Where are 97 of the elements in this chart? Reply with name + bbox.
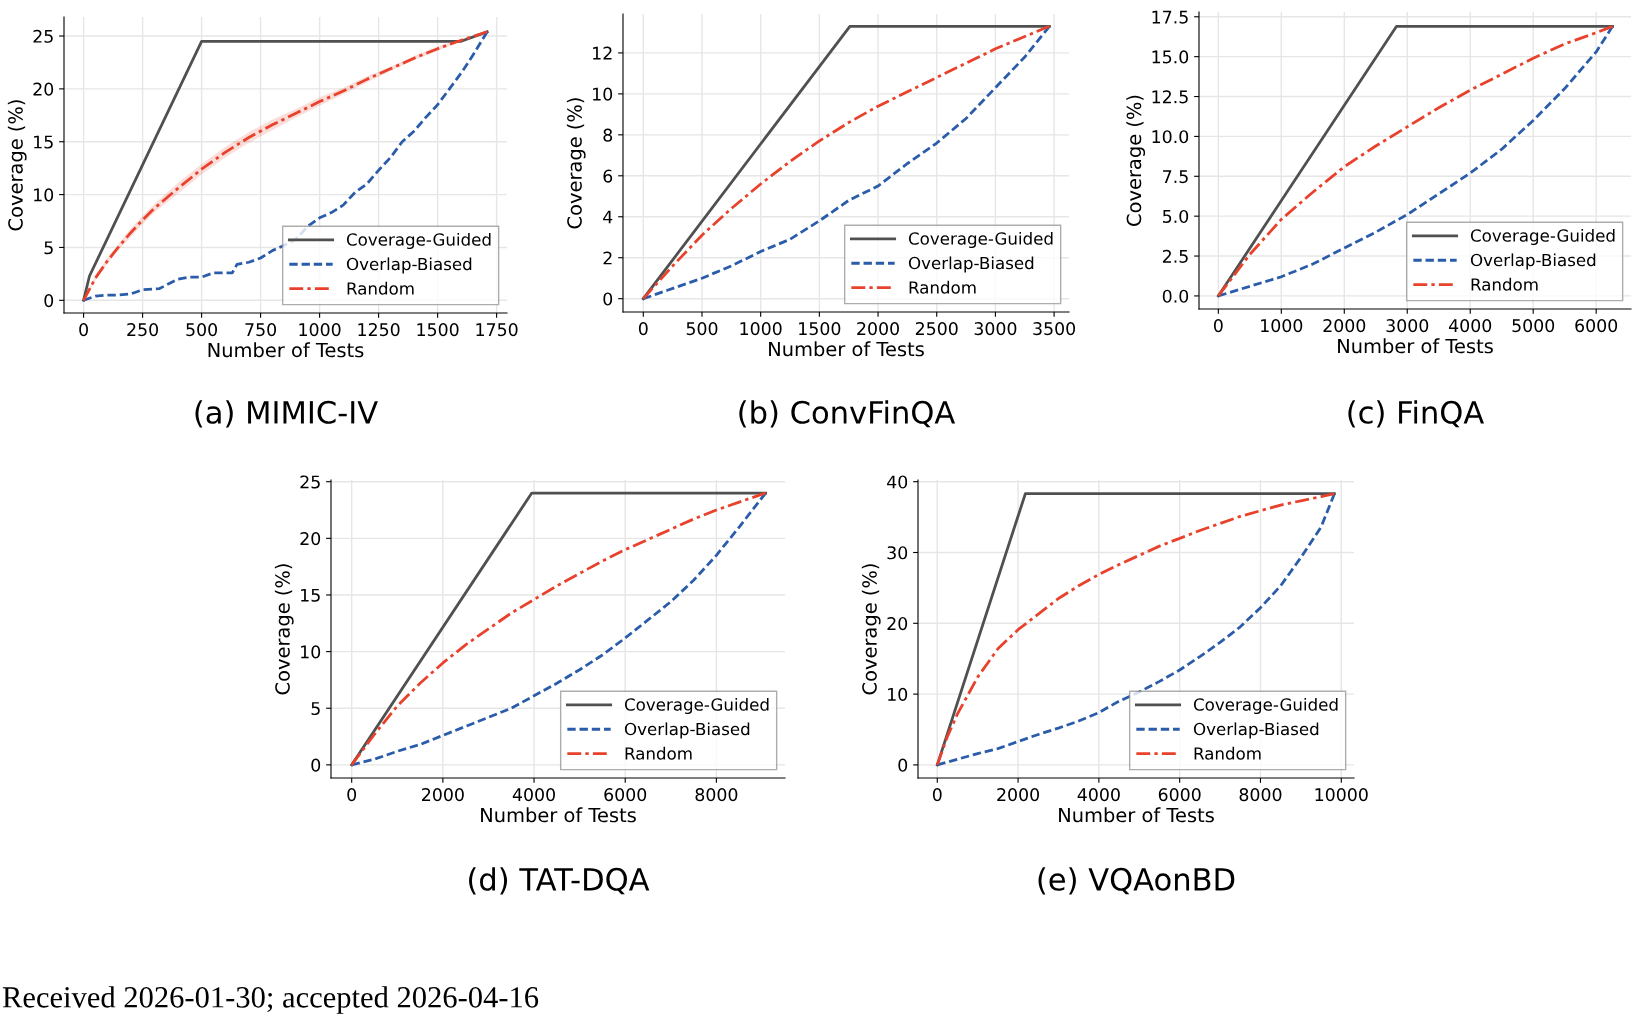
x-tick-label: 10000 xyxy=(1315,788,1368,802)
x-axis-title: Number of Tests xyxy=(208,342,364,358)
x-tick-label: 6000 xyxy=(1158,788,1201,802)
legend-label: Random xyxy=(909,280,976,294)
y-tick-label: 10 xyxy=(888,687,908,701)
x-tick-label: 1500 xyxy=(799,322,841,336)
x-tick-label: 6000 xyxy=(1575,319,1618,333)
y-tick-label: 4 xyxy=(603,210,613,224)
y-tick-label: 20 xyxy=(887,617,908,631)
x-tick-label: 1000 xyxy=(299,323,341,337)
y-tick-label: 5 xyxy=(311,702,320,716)
text: (d) TAT-DQA xyxy=(469,867,650,895)
x-tick-label: 0 xyxy=(1213,319,1223,333)
y-tick-label: 10 xyxy=(301,645,321,659)
x-tick-label: 0 xyxy=(932,788,942,802)
x-tick-label: 3000 xyxy=(1386,319,1429,333)
x-tick-label: 2000 xyxy=(997,788,1040,802)
y-tick-label: 15 xyxy=(34,135,53,149)
y-axis-title: Coverage (%) xyxy=(861,564,881,695)
x-tick-label: 0 xyxy=(347,788,357,802)
x-tick-label: 4000 xyxy=(512,788,555,802)
legend-label: Coverage-Guided xyxy=(624,697,769,715)
y-tick-label: 25 xyxy=(33,29,53,43)
y-tick-label: 7.5 xyxy=(1163,170,1188,184)
x-tick-label: 1500 xyxy=(417,323,459,337)
y-tick-label: 10 xyxy=(34,188,54,202)
legend-label: Overlap-Biased xyxy=(1470,253,1596,270)
text: (b) ConvFinQA xyxy=(739,400,956,428)
x-tick-label: 1250 xyxy=(358,323,400,337)
x-tick-label: 6000 xyxy=(604,788,647,802)
y-tick-label: 25 xyxy=(300,475,320,489)
y-tick-label: 15.0 xyxy=(1152,50,1189,64)
x-tick-label: 2000 xyxy=(422,788,464,802)
x-tick-label: 4000 xyxy=(1448,319,1492,333)
y-axis-title: Coverage (%) xyxy=(566,98,586,229)
x-tick-label: 750 xyxy=(245,323,277,337)
legend-label: Random xyxy=(1471,277,1538,291)
x-tick-label: 2500 xyxy=(915,322,958,336)
x-tick-label: 2000 xyxy=(1323,319,1366,333)
y-tick-label: 20 xyxy=(300,532,321,546)
y-tick-label: 15 xyxy=(301,588,320,602)
y-tick-label: 2 xyxy=(603,251,612,265)
y-tick-label: 30 xyxy=(887,546,908,560)
x-tick-label: 0 xyxy=(638,322,648,336)
legend-label: Overlap-Biased xyxy=(908,256,1034,273)
text: (c) FinQA xyxy=(1348,400,1485,428)
legend-label: Random xyxy=(625,746,692,760)
text: Received 2026-01-30; accepted 2026-04-16 xyxy=(2,986,539,1014)
y-tick-label: 0 xyxy=(898,758,908,772)
x-tick-label: 500 xyxy=(186,323,218,337)
y-tick-label: 0 xyxy=(44,294,54,308)
x-tick-label: 5000 xyxy=(1512,319,1555,333)
x-tick-label: 3500 xyxy=(1033,322,1076,336)
x-tick-label: 1000 xyxy=(1261,319,1303,333)
y-tick-label: 12.5 xyxy=(1152,90,1188,104)
x-tick-label: 250 xyxy=(127,323,159,337)
x-axis-title: Number of Tests xyxy=(769,341,924,357)
y-tick-label: 40 xyxy=(887,475,908,489)
y-tick-label: 6 xyxy=(603,169,613,183)
y-tick-label: 0 xyxy=(603,292,613,306)
y-tick-label: 8 xyxy=(603,128,613,142)
y-tick-label: 0 xyxy=(311,758,321,772)
y-axis-title: Coverage (%) xyxy=(1126,95,1146,226)
legend-label: Coverage-Guided xyxy=(1193,697,1338,715)
x-tick-label: 8000 xyxy=(1239,788,1282,802)
y-tick-label: 10.0 xyxy=(1152,130,1189,144)
y-tick-label: 2.5 xyxy=(1162,249,1188,263)
legend-label: Overlap-Biased xyxy=(1193,722,1319,739)
y-tick-label: 5 xyxy=(44,241,53,255)
x-axis-title: Number of Tests xyxy=(1059,807,1214,823)
legend-label: Random xyxy=(347,281,414,295)
text: (a) MIMIC-IV xyxy=(195,400,378,428)
x-tick-label: 1750 xyxy=(476,323,518,337)
legend-label: Overlap-Biased xyxy=(346,257,472,274)
x-axis-title: Number of Tests xyxy=(481,807,636,823)
y-tick-label: 20 xyxy=(33,82,54,96)
x-axis-title: Number of Tests xyxy=(1338,338,1493,354)
legend-label: Coverage-Guided xyxy=(346,232,491,250)
y-tick-label: 5.0 xyxy=(1163,209,1189,224)
y-axis-title: Coverage (%) xyxy=(7,100,27,231)
x-tick-label: 0 xyxy=(79,323,88,337)
x-tick-label: 4000 xyxy=(1077,788,1120,802)
x-tick-label: 8000 xyxy=(695,788,738,802)
y-tick-label: 12 xyxy=(593,46,612,60)
x-tick-label: 500 xyxy=(686,322,718,336)
x-tick-label: 2000 xyxy=(857,322,899,336)
y-tick-label: 0.0 xyxy=(1162,289,1189,303)
legend-label: Coverage-Guided xyxy=(908,231,1053,249)
y-tick-label: 17.5 xyxy=(1152,10,1188,24)
x-tick-label: 3000 xyxy=(974,322,1017,336)
text: (e) VQAonBD xyxy=(1038,867,1235,895)
legend-label: Coverage-Guided xyxy=(1470,228,1615,246)
y-tick-label: 10 xyxy=(593,87,613,101)
x-tick-label: 1000 xyxy=(740,322,782,336)
legend-label: Random xyxy=(1194,746,1261,760)
legend-label: Overlap-Biased xyxy=(624,722,750,739)
y-axis-title: Coverage (%) xyxy=(274,564,294,695)
